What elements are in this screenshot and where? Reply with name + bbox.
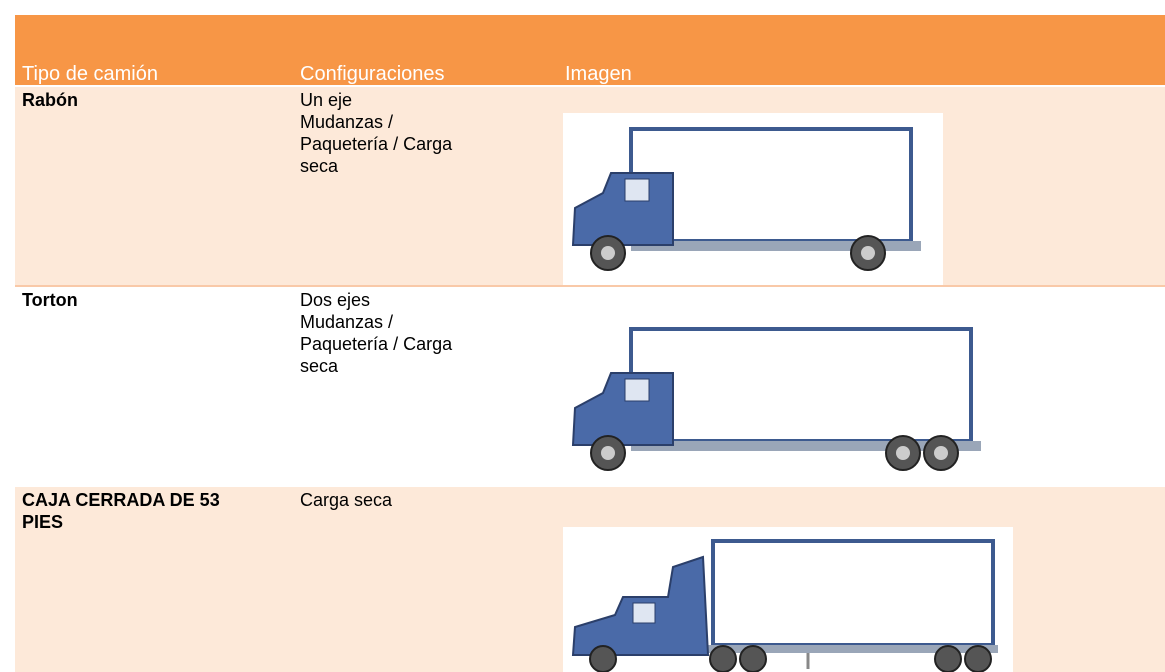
truck-config: Dos ejes Mudanzas / Paquetería / Carga s…: [300, 289, 452, 377]
config-line: Mudanzas /: [300, 312, 394, 332]
truck-image: [571, 327, 981, 471]
config-line: Mudanzas /: [300, 112, 394, 132]
header-cell: Tipo de camión: [22, 63, 158, 85]
config-line: Un eje: [300, 90, 353, 110]
truck-type: Rabón: [22, 90, 78, 110]
table-row: Torton Dos ejes Mudanzas / Paquetería / …: [15, 285, 1165, 485]
table-row: CAJA CERRADA DE 53 PIES Carga seca: [15, 485, 1165, 672]
config-line: seca: [300, 356, 339, 376]
truck-type: CAJA CERRADA DE 53 PIES: [22, 490, 220, 532]
truck-image: [563, 527, 1013, 672]
config-line: seca: [300, 156, 339, 176]
config-line: Dos ejes: [300, 290, 371, 310]
truck-type: Torton: [22, 290, 78, 310]
table-row: Rabón Un eje Mudanzas / Paquetería / Car…: [15, 85, 1165, 285]
truck-table: Tipo de camión Configuraciones Imagen Ra…: [15, 15, 1165, 672]
config-line: Paquetería / Carga: [300, 334, 453, 354]
truck-config: Carga seca: [300, 489, 392, 511]
truck-image: [563, 113, 943, 285]
truck-config: Un eje Mudanzas / Paquetería / Carga sec…: [300, 89, 452, 177]
header-cell: Configuraciones: [300, 63, 445, 85]
config-line: Carga seca: [300, 490, 393, 510]
header-cell: Imagen: [565, 63, 632, 85]
table-header: Tipo de camión Configuraciones Imagen: [15, 15, 1165, 85]
config-line: Paquetería / Carga: [300, 134, 453, 154]
